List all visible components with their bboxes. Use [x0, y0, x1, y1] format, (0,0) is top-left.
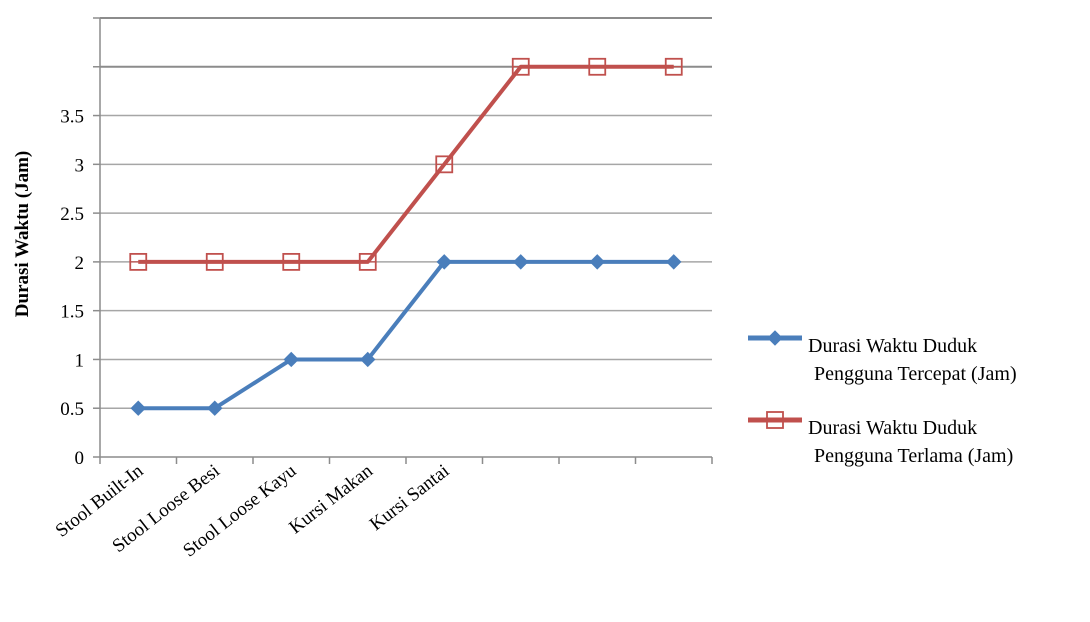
axes [93, 17, 713, 464]
data-point [513, 254, 529, 270]
data-point [360, 351, 376, 368]
data-point [283, 351, 299, 368]
y-tick-labels: 0 0.5 1 1.5 2 2.5 3 3.5 [60, 107, 84, 469]
y-tick-label: 1.5 [60, 302, 84, 323]
data-point [436, 254, 452, 270]
legend-label: Durasi Waktu Duduk [808, 417, 977, 439]
x-category-label: Kursi Santai [366, 460, 453, 535]
data-point [130, 400, 146, 416]
legend-item-1: Durasi Waktu Duduk Pengguna Tercepat (Jam… [748, 330, 1017, 385]
y-tick-label: 0 [75, 448, 85, 469]
legend-label: Pengguna Terlama (Jam) [814, 445, 1013, 467]
legend-swatch-marker [767, 330, 783, 346]
y-axis-title: Durasi Waktu (Jam) [12, 151, 33, 317]
x-category-label: Kursi Makan [285, 460, 377, 538]
y-tick-label: 3 [75, 155, 85, 176]
series-1 [130, 254, 682, 416]
data-point [666, 254, 682, 270]
legend-label: Durasi Waktu Duduk [808, 335, 977, 357]
data-point [589, 254, 605, 270]
legend: Durasi Waktu Duduk Pengguna Tercepat (Jam… [748, 330, 1017, 467]
legend-item-2: Durasi Waktu Duduk Pengguna Terlama (Jam) [748, 411, 1013, 467]
y-tick-label: 1 [75, 350, 85, 371]
y-tick-label: 2 [75, 253, 85, 274]
series-lines [129, 57, 683, 416]
series-line [138, 64, 674, 264]
series-line [138, 259, 674, 411]
legend-label: Pengguna Tercepat (Jam) [814, 363, 1017, 385]
y-tick-label: 3.5 [60, 107, 84, 128]
series-2 [129, 57, 683, 271]
y-tick-label: 2.5 [60, 204, 84, 225]
data-point [207, 400, 223, 416]
y-tick-label: 0.5 [60, 399, 84, 420]
